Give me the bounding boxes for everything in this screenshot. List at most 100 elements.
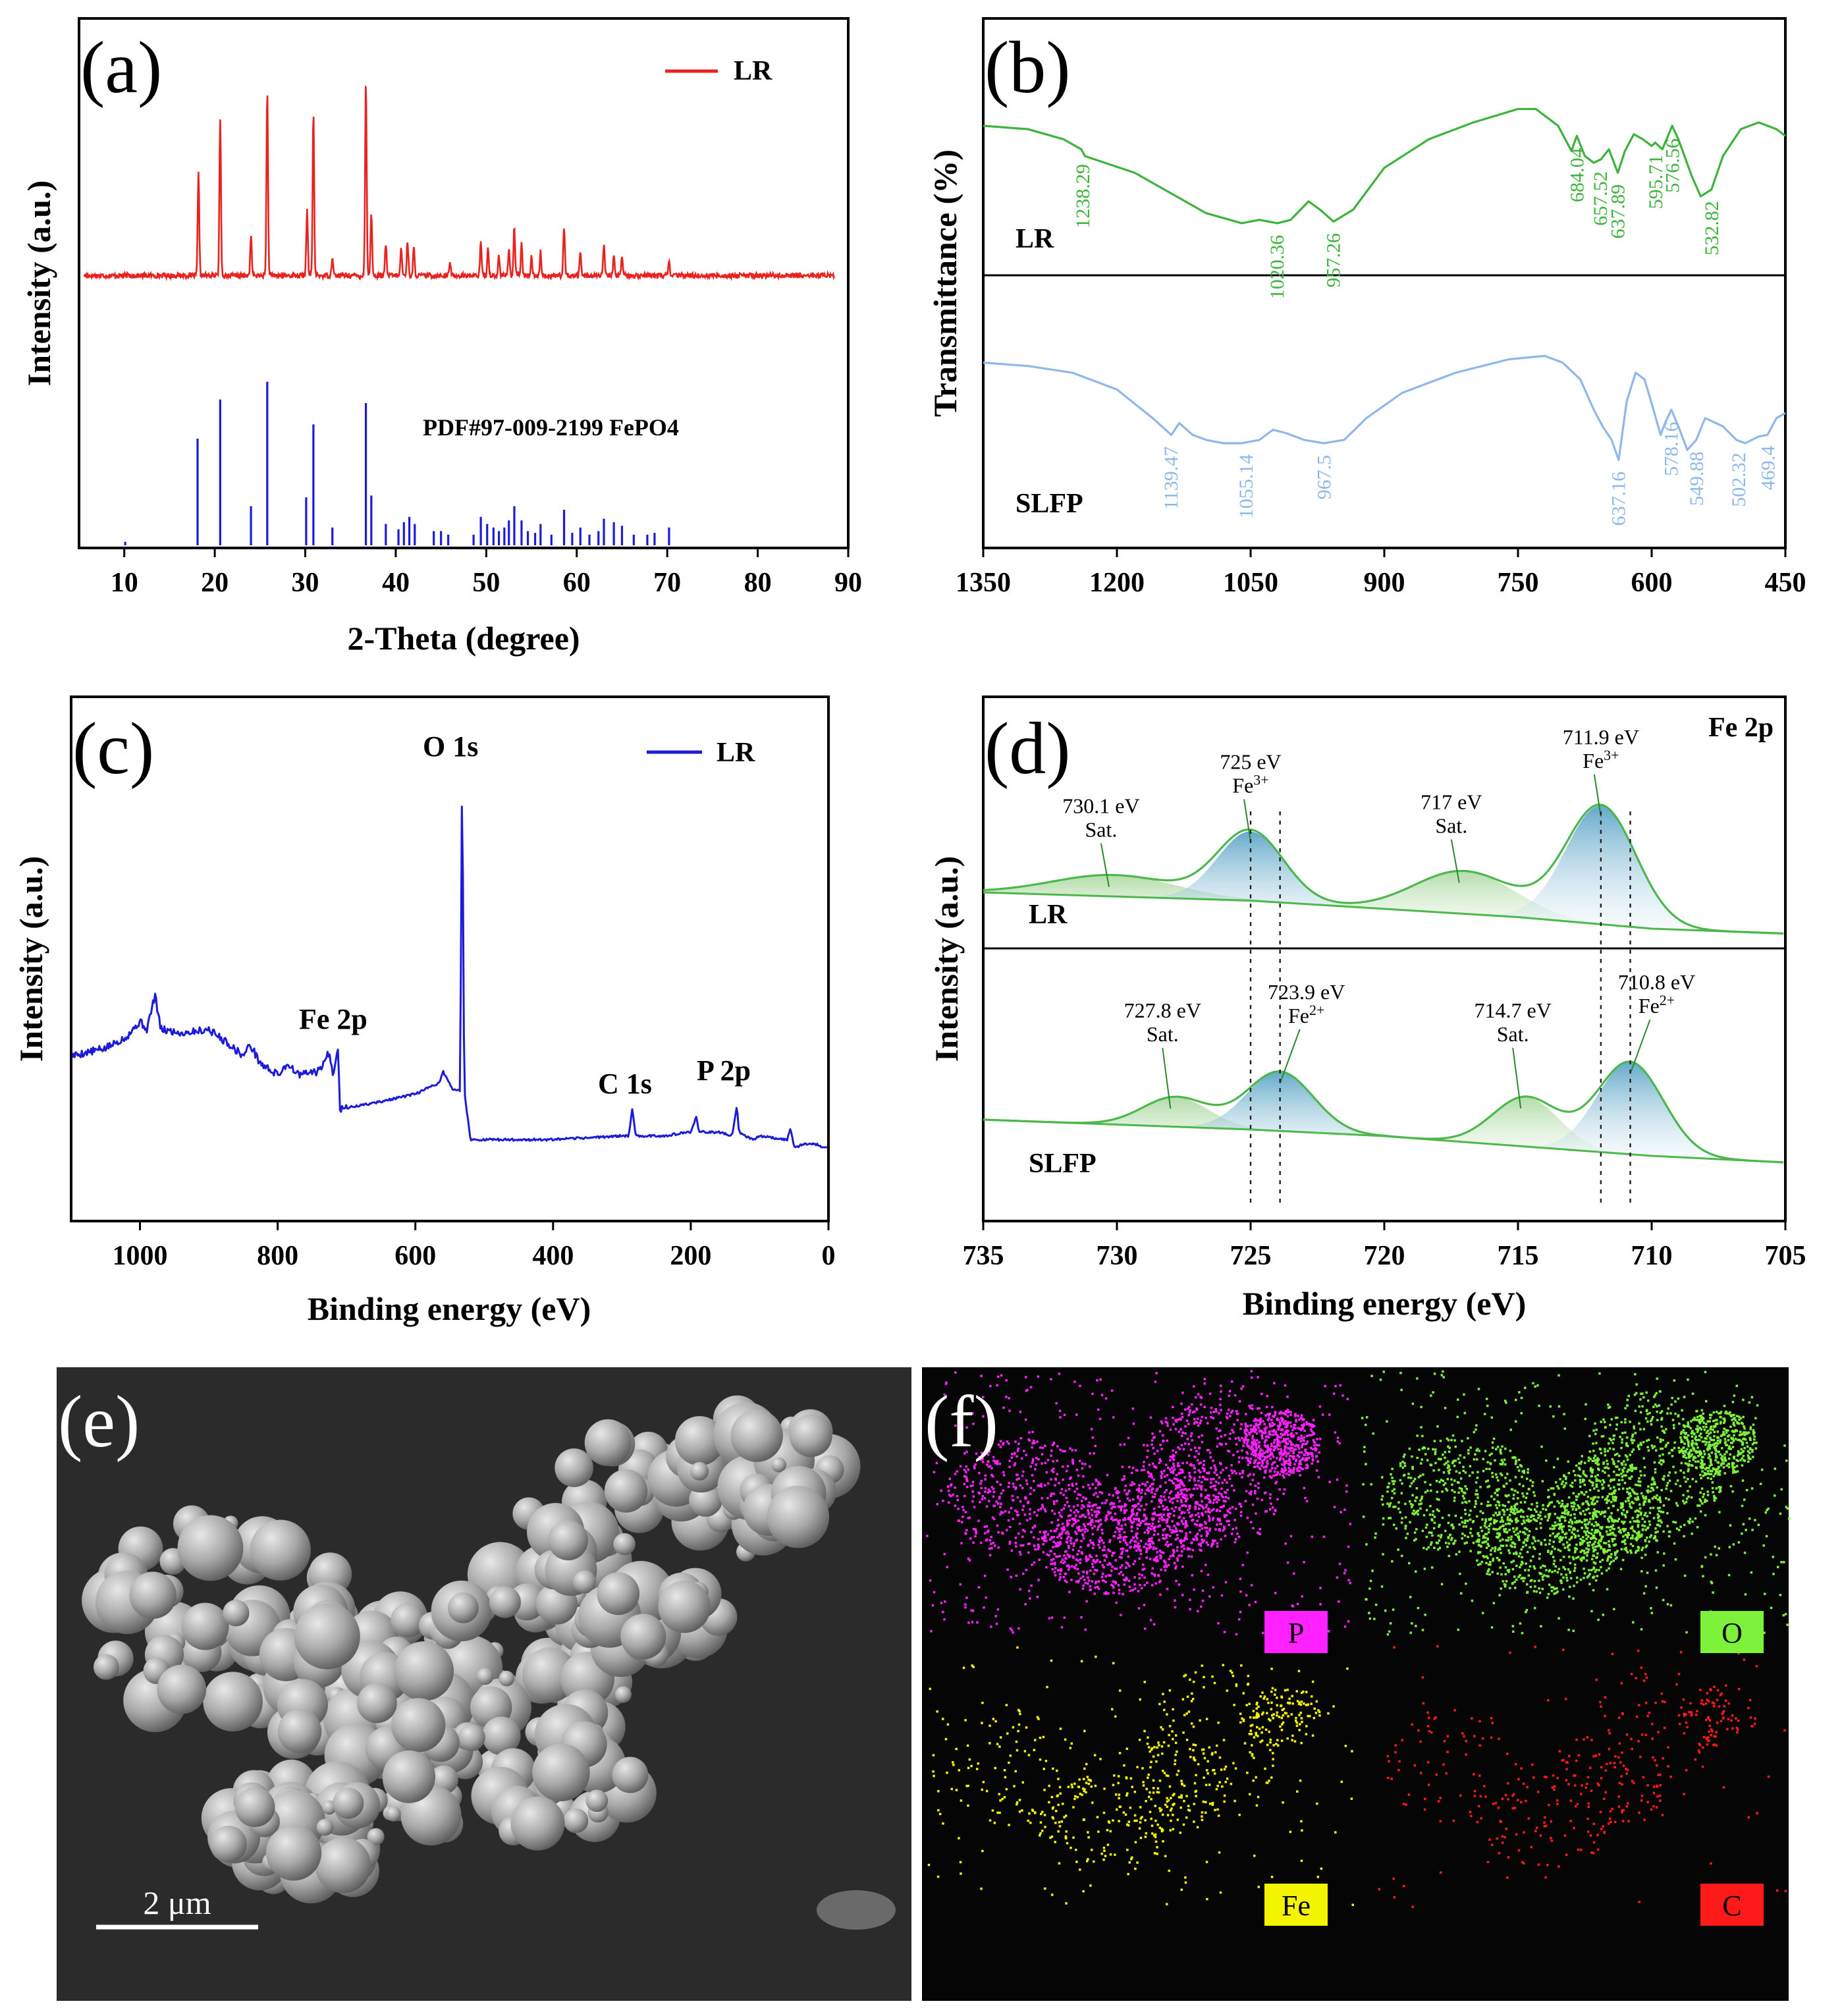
eds-dot [1310,1423,1313,1426]
eds-dot [1251,1479,1254,1481]
eds-dot [1264,1435,1268,1438]
eds-dot [1608,1567,1610,1570]
eds-dot [1059,1573,1062,1575]
eds-dot [1064,1550,1067,1553]
eds-dot [1187,1511,1191,1514]
eds-dot [1029,1465,1032,1468]
eds-dot [1736,1470,1739,1473]
eds-dot [1655,1392,1658,1395]
eds-dot [1527,1471,1529,1474]
series-label-slfp: SLFP [1016,489,1083,519]
eds-dot [1328,1413,1331,1416]
eds-dot [1289,1455,1291,1458]
eds-dot [1544,1565,1546,1567]
eds-dot [1642,1440,1645,1444]
eds-dot [1266,1435,1269,1438]
eds-dot [1559,1550,1562,1552]
eds-dot [972,1528,975,1531]
eds-dot [1073,1380,1076,1383]
eds-dot [1513,1542,1517,1546]
eds-dot [1339,1384,1342,1387]
eds-dot [965,1596,968,1599]
eds-dot [1041,1537,1044,1539]
eds-dot [1148,1523,1151,1525]
eds-dot [1081,1504,1084,1507]
eds-dot [1613,1434,1616,1437]
eds-dot [989,1465,992,1468]
eds-dot [1425,1535,1428,1539]
eds-dot [1287,1437,1289,1440]
eds-dot [987,1529,990,1532]
eds-dot [1193,1410,1196,1413]
eds-dot [1123,1509,1126,1512]
eds-dot [1489,1561,1492,1564]
eds-dot [1716,1419,1718,1421]
eds-dot [1540,1625,1542,1627]
eds-dot [1180,1545,1183,1548]
eds-dot [1195,1450,1198,1453]
eds-dot [1442,1479,1444,1483]
eds-dot [979,1541,983,1544]
eds-dot [1704,1472,1706,1475]
eds-dot [1399,1371,1402,1375]
eds-dot [1053,1563,1056,1566]
eds-dot [1162,1434,1164,1437]
eds-dot [1068,1535,1070,1539]
eds-dot [1173,1468,1176,1471]
eds-dot [1380,1585,1384,1588]
eds-dot [1608,1442,1610,1445]
eds-dot [1289,1432,1292,1436]
eds-dot [1481,1518,1484,1521]
eds-dot [1598,1569,1600,1571]
eds-dot [1188,1479,1191,1482]
eds-dot [1143,1513,1146,1516]
eds-dot [1031,1459,1035,1462]
eds-dot [1164,1569,1167,1571]
eds-dot [1619,1436,1621,1438]
eds-dot [1225,1514,1228,1517]
eds-dot [1552,1563,1556,1566]
eds-dot [1733,1424,1736,1427]
eds-dot [1572,1597,1575,1600]
eds-dot [1131,1504,1134,1508]
sem-particle [532,1743,590,1801]
eds-dot [1251,1407,1254,1410]
eds-dot [1687,1469,1689,1473]
sem-particle [789,1414,832,1458]
eds-dot [1165,1521,1168,1524]
eds-dot [1722,1430,1725,1433]
eds-dot [998,1462,1001,1465]
eds-dot [1143,1519,1145,1522]
eds-dot [1228,1523,1231,1527]
eds-dot [1564,1505,1567,1508]
eds-dot [1194,1502,1197,1505]
eds-dot [1123,1505,1126,1508]
eds-dot [1097,1481,1100,1484]
eds-dot [1299,1428,1302,1431]
eds-dot [1077,1559,1079,1562]
eds-dot [1499,1548,1502,1550]
eds-dot [1707,1456,1710,1459]
eds-dot [1537,1517,1540,1519]
eds-dot [1199,1471,1202,1473]
eds-dot [1212,1485,1215,1488]
eds-dot [1175,1494,1178,1496]
eds-dot [1087,1523,1089,1526]
eds-dot [1076,1553,1079,1556]
eds-dot [1251,1440,1254,1443]
eds-dot [1080,1540,1083,1542]
eds-dot [1058,1512,1060,1514]
eds-dot [1122,1547,1124,1550]
x-tick-label: 600 [1631,568,1673,598]
eds-dot [1483,1540,1486,1544]
eds-dot [997,1502,1000,1505]
eds-dot [1037,1544,1040,1548]
eds-dot [1262,1420,1264,1423]
eds-dot [1028,1513,1031,1515]
eds-dot [964,1532,967,1535]
eds-dot [1162,1560,1166,1562]
eds-dot [1249,1473,1251,1476]
eds-dot [1033,1544,1036,1547]
eds-dot [1219,1421,1222,1424]
eds-dot [1045,1566,1048,1569]
